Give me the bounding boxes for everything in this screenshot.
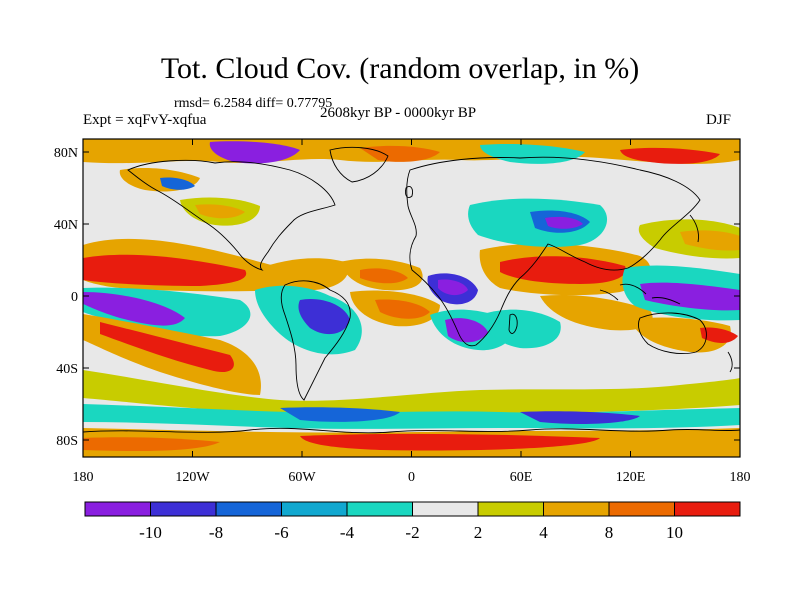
period-label: 2608kyr BP - 0000kyr BP (320, 105, 477, 121)
x-tick-label: 60E (510, 470, 533, 485)
anomaly-arctic-red2 (360, 145, 440, 162)
anomaly-antarctic-orange (83, 437, 220, 452)
coast-south-america (280, 280, 351, 401)
y-tick-label: 80N (54, 146, 78, 161)
experiment-label: Expt = xqFvY-xqfua (83, 112, 207, 128)
colorbar-label: -2 (405, 523, 419, 542)
anomaly-pos-npac-core (83, 254, 247, 286)
colorbar-label: 10 (666, 523, 683, 542)
anomaly-southern-neg-core (280, 407, 400, 422)
colorbar-label: -4 (340, 523, 355, 542)
anomaly-pos-south-indian (540, 294, 653, 331)
colorbar-label: 8 (605, 523, 614, 542)
colorbar-swatch (477, 501, 544, 517)
colorbar-swatch (281, 501, 348, 517)
colorbar-label: -6 (274, 523, 288, 542)
anomaly-neg-indian-ocean (480, 309, 561, 349)
rmsd-diff-stats: rmsd= 6.2584 diff= 0.77795 (174, 96, 333, 111)
x-tick-label: 120E (616, 470, 646, 485)
anomaly-pos-aus-core (700, 327, 738, 343)
colorbar-swatch (543, 501, 610, 517)
colorbar-label: -10 (139, 523, 162, 542)
anomaly-pos-spac-core (100, 322, 234, 373)
colorbar-swatch (412, 501, 479, 517)
colorbar-swatch (608, 501, 675, 517)
anomaly-southern-neg-core2 (520, 411, 640, 424)
colorbar-swatch (346, 501, 413, 517)
coast-japan (689, 214, 699, 243)
anomaly-arctic-neg (209, 141, 300, 164)
coast-uk (405, 185, 413, 199)
anomaly-pos-atlantic-core (360, 268, 408, 284)
anomaly-pos-aus (630, 317, 731, 353)
coast-new-zealand (727, 351, 733, 373)
coast-antarctica (83, 427, 740, 434)
anomaly-pos-north-america-core (195, 204, 245, 219)
anomaly-neg-alaska (160, 177, 195, 190)
coast-north-america (127, 159, 336, 271)
anomaly-pos-south-atlantic-core (375, 299, 430, 319)
y-tick-label: 40S (56, 362, 78, 377)
x-tick-label: 180 (730, 470, 751, 485)
colorbar-swatch (215, 501, 282, 517)
anomaly-pos-indian-core (500, 256, 626, 284)
anomaly-neg-amazon-core (298, 298, 350, 335)
y-tick-label: 80S (56, 434, 78, 449)
colorbar-swatch (150, 501, 217, 517)
coast-greenland (329, 146, 389, 183)
anomaly-southern-pos (83, 370, 740, 417)
coast-madagascar (508, 313, 518, 334)
anomaly-antarctic-red (300, 433, 600, 451)
y-tick-label: 40N (54, 218, 78, 233)
anomaly-neg-eurasia-purple (545, 216, 583, 229)
anomaly-pos-npac-west-core (680, 230, 740, 251)
anomaly-pos-central-america (255, 258, 349, 291)
season-label: DJF (706, 112, 732, 128)
x-tick-label: 120W (175, 470, 210, 485)
x-tick-label: 60W (288, 470, 316, 485)
anomaly-arctic-red (620, 147, 720, 164)
colorbar-swatch (674, 501, 741, 517)
coastlines (83, 146, 740, 434)
colorbar-label: 2 (474, 523, 483, 542)
coast-australia (637, 312, 707, 355)
anomaly-neg-southern-africa-core (445, 318, 488, 343)
anomaly-neg-maritime-core (640, 282, 740, 311)
x-tick-label: 0 (408, 470, 415, 485)
x-tick-label: 180 (73, 470, 94, 485)
colorbar-label: -8 (209, 523, 223, 542)
colorbar-label: 4 (539, 523, 548, 542)
colorbar: -10 -8 -6 -4 -2 2 4 8 10 (84, 501, 741, 542)
coast-indonesia (599, 283, 681, 305)
anomaly-arctic-neg2 (480, 143, 585, 164)
map-title: Tot. Cloud Cov. (random overlap, in %) (160, 52, 640, 85)
anomaly-neg-eqpac-core (83, 292, 185, 326)
anomaly-neg-central-africa-core (438, 279, 468, 296)
axis-ticks: 80N 40N 0 40S 80S 180 120W 60W 0 60E 120E 180 (54, 139, 751, 485)
coast-eurasia-africa (406, 156, 701, 347)
colorbar-swatch (84, 501, 151, 517)
y-tick-label: 0 (71, 290, 78, 305)
